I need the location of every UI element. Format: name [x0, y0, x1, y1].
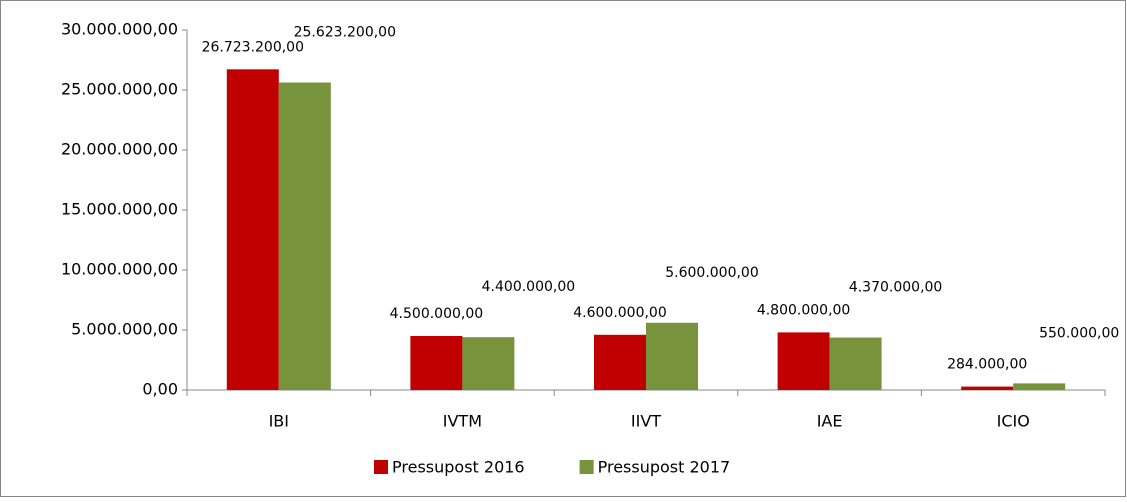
bar: [961, 386, 1014, 390]
x-tick-label: IIVT: [631, 412, 661, 431]
x-tick-label: IBI: [269, 412, 289, 431]
y-tick-label: 0,00: [142, 380, 178, 399]
bar: [462, 337, 515, 390]
y-tick-label: 20.000.000,00: [61, 140, 178, 159]
legend-swatch: [579, 460, 594, 474]
value-label: 4.500.000,00: [390, 306, 484, 322]
value-label: 5.600.000,00: [665, 265, 759, 281]
legend-label: Pressupost 2017: [598, 458, 731, 477]
legend-swatch: [374, 460, 388, 474]
value-label: 550.000,00: [1039, 325, 1119, 341]
value-label: 4.800.000,00: [757, 302, 851, 318]
x-tick-label: IAE: [817, 412, 843, 431]
value-label: 26.723.200,00: [202, 39, 304, 55]
bar: [829, 337, 882, 390]
y-tick-label: 5.000.000,00: [71, 320, 178, 339]
bar: [646, 322, 698, 390]
value-label: 25.623.200,00: [294, 25, 396, 41]
x-tick-label: IVTM: [443, 412, 482, 431]
y-tick-label: 10.000.000,00: [61, 260, 178, 279]
bar: [410, 336, 463, 390]
bar: [278, 82, 331, 390]
y-tick-label: 15.000.000,00: [61, 200, 178, 219]
bar: [777, 332, 830, 390]
y-tick-label: 25.000.000,00: [61, 80, 178, 99]
value-label: 284.000,00: [947, 357, 1027, 373]
y-tick-label: 30.000.000,00: [61, 20, 178, 39]
bar: [1013, 383, 1066, 390]
value-label: 4.400.000,00: [482, 279, 576, 295]
value-label: 4.370.000,00: [849, 280, 943, 296]
bar: [226, 69, 279, 391]
value-label: 4.600.000,00: [573, 305, 667, 321]
bar: [594, 334, 646, 390]
x-tick-label: ICIO: [997, 412, 1030, 431]
legend-label: Pressupost 2016: [392, 458, 525, 477]
